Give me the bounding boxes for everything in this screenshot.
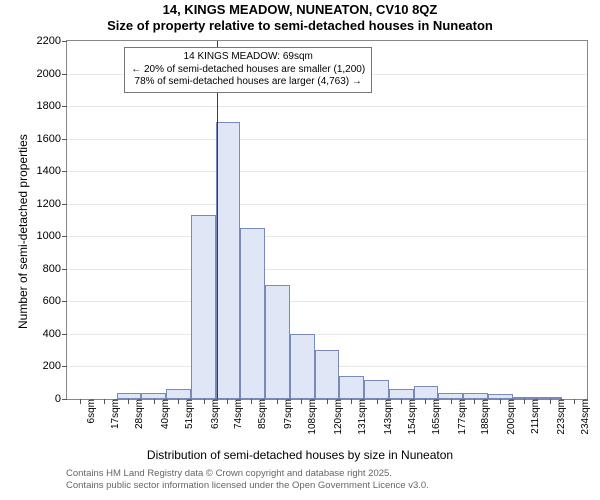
xtick-label: 223sqm [550, 399, 567, 435]
xtick-label: 143sqm [377, 399, 394, 435]
y-axis-title: Number of semi-detached properties [16, 134, 30, 329]
ytick-label: 1200 [37, 198, 67, 210]
gridline [67, 139, 587, 140]
xtick-label: 131sqm [351, 399, 368, 435]
histogram-bar [364, 380, 389, 399]
annotation-box: 14 KINGS MEADOW: 69sqm← 20% of semi-deta… [124, 47, 372, 93]
annotation-line2: ← 20% of semi-detached houses are smalle… [131, 64, 365, 77]
plot-area: 0200400600800100012001400160018002000220… [66, 40, 588, 400]
ytick-label: 200 [43, 360, 67, 372]
xtick-label: 6sqm [80, 399, 97, 423]
chart-title-block: 14, KINGS MEADOW, NUNEATON, CV10 8QZ Siz… [0, 2, 600, 35]
footer-note: Contains HM Land Registry data © Crown c… [66, 468, 429, 492]
xtick-label: 200sqm [500, 399, 517, 435]
xtick-label: 28sqm [128, 399, 145, 429]
ytick-label: 2000 [37, 68, 67, 80]
histogram-bar [339, 376, 364, 399]
xtick-label: 165sqm [425, 399, 442, 435]
gridline [67, 106, 587, 107]
histogram-bar [240, 228, 265, 399]
ytick-label: 400 [43, 328, 67, 340]
xtick-label: 154sqm [401, 399, 418, 435]
gridline [67, 171, 587, 172]
ytick-label: 800 [43, 263, 67, 275]
histogram-bar [191, 215, 216, 399]
chart-title-line2: Size of property relative to semi-detach… [0, 18, 600, 34]
ytick-label: 2200 [37, 35, 67, 47]
histogram-bar [216, 122, 241, 399]
xtick-label: 211sqm [524, 399, 541, 434]
xtick-label: 17sqm [104, 399, 121, 429]
footer-line2: Contains public sector information licen… [66, 480, 429, 492]
x-axis-title: Distribution of semi-detached houses by … [0, 448, 600, 462]
histogram-bar [265, 285, 290, 399]
gridline [67, 269, 587, 270]
property-marker-line [217, 41, 218, 399]
annotation-line1: 14 KINGS MEADOW: 69sqm [131, 51, 365, 64]
ytick-label: 0 [55, 393, 67, 405]
histogram-bar [389, 389, 414, 399]
ytick-label: 600 [43, 295, 67, 307]
ytick-label: 1400 [37, 165, 67, 177]
gridline [67, 236, 587, 237]
annotation-line3: 78% of semi-detached houses are larger (… [131, 76, 365, 89]
ytick-label: 1000 [37, 230, 67, 242]
ytick-label: 1600 [37, 133, 67, 145]
xtick-label: 40sqm [154, 399, 171, 429]
xtick-label: 108sqm [301, 399, 318, 435]
ytick-label: 1800 [37, 100, 67, 112]
gridline [67, 301, 587, 302]
histogram-bar [290, 334, 315, 399]
xtick-label: 97sqm [277, 399, 294, 429]
xtick-label: 188sqm [474, 399, 491, 435]
xtick-label: 85sqm [251, 399, 268, 429]
xtick-label: 234sqm [574, 399, 591, 435]
xtick-label: 63sqm [204, 399, 221, 429]
xtick-label: 51sqm [178, 399, 195, 429]
xtick-label: 177sqm [451, 399, 468, 435]
xtick-label: 74sqm [227, 399, 244, 429]
gridline [67, 334, 587, 335]
xtick-label: 120sqm [327, 399, 344, 435]
chart-title-line1: 14, KINGS MEADOW, NUNEATON, CV10 8QZ [0, 2, 600, 18]
gridline [67, 204, 587, 205]
footer-line1: Contains HM Land Registry data © Crown c… [66, 468, 429, 480]
histogram-bar [315, 350, 340, 399]
histogram-bar [166, 389, 191, 399]
histogram-bar [414, 386, 439, 399]
